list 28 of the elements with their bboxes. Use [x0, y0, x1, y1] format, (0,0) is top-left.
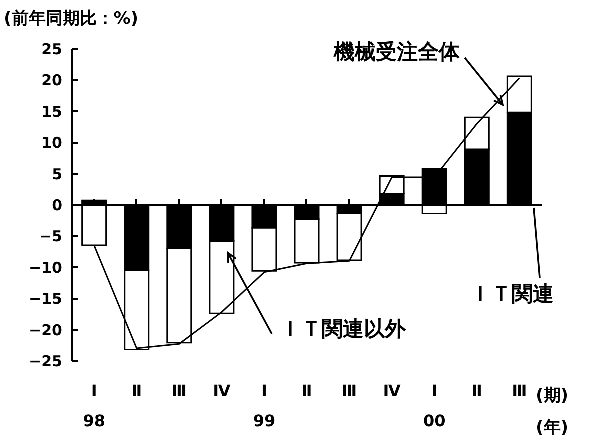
y-tick-label: 25	[42, 40, 62, 58]
y-tick-label: −5	[39, 228, 62, 246]
text: ＩＴ関連以外	[280, 317, 407, 341]
x-tick-label: Ⅱ	[472, 382, 482, 400]
x-tick-label: Ⅰ 98	[83, 382, 106, 430]
y-tick-label: −25	[29, 352, 62, 370]
text: (年)	[536, 418, 569, 438]
y-tick-label: −15	[29, 290, 62, 308]
x-tick-label: Ⅰ 00	[423, 382, 446, 430]
x-tick-label: Ⅲ	[172, 382, 187, 400]
y-tick-label: 15	[42, 102, 62, 121]
x-tick-label: Ⅱ	[302, 382, 312, 400]
y-tick-label: −10	[29, 258, 62, 277]
text: 機械受注全体	[333, 40, 461, 64]
y-tick-label: 5	[52, 165, 62, 184]
text: ＩＴ関連	[470, 282, 554, 306]
x-tick-label: Ⅳ	[213, 382, 232, 400]
y-axis-title: (前年同期比：%)	[4, 9, 139, 29]
x-tick-label: Ⅲ	[342, 382, 358, 400]
y-tick-label: 0	[52, 196, 62, 214]
x-axis-title: (期)	[536, 386, 569, 406]
x-tick-label: Ⅰ 99	[253, 382, 276, 430]
x-tick-label: Ⅳ	[383, 382, 402, 400]
x-tick-label: Ⅱ	[132, 382, 142, 400]
y-tick-label: 10	[42, 134, 62, 152]
x-tick-label: Ⅲ	[512, 382, 528, 400]
y-tick-label: −20	[29, 321, 62, 340]
y-tick-label: 20	[42, 72, 62, 90]
